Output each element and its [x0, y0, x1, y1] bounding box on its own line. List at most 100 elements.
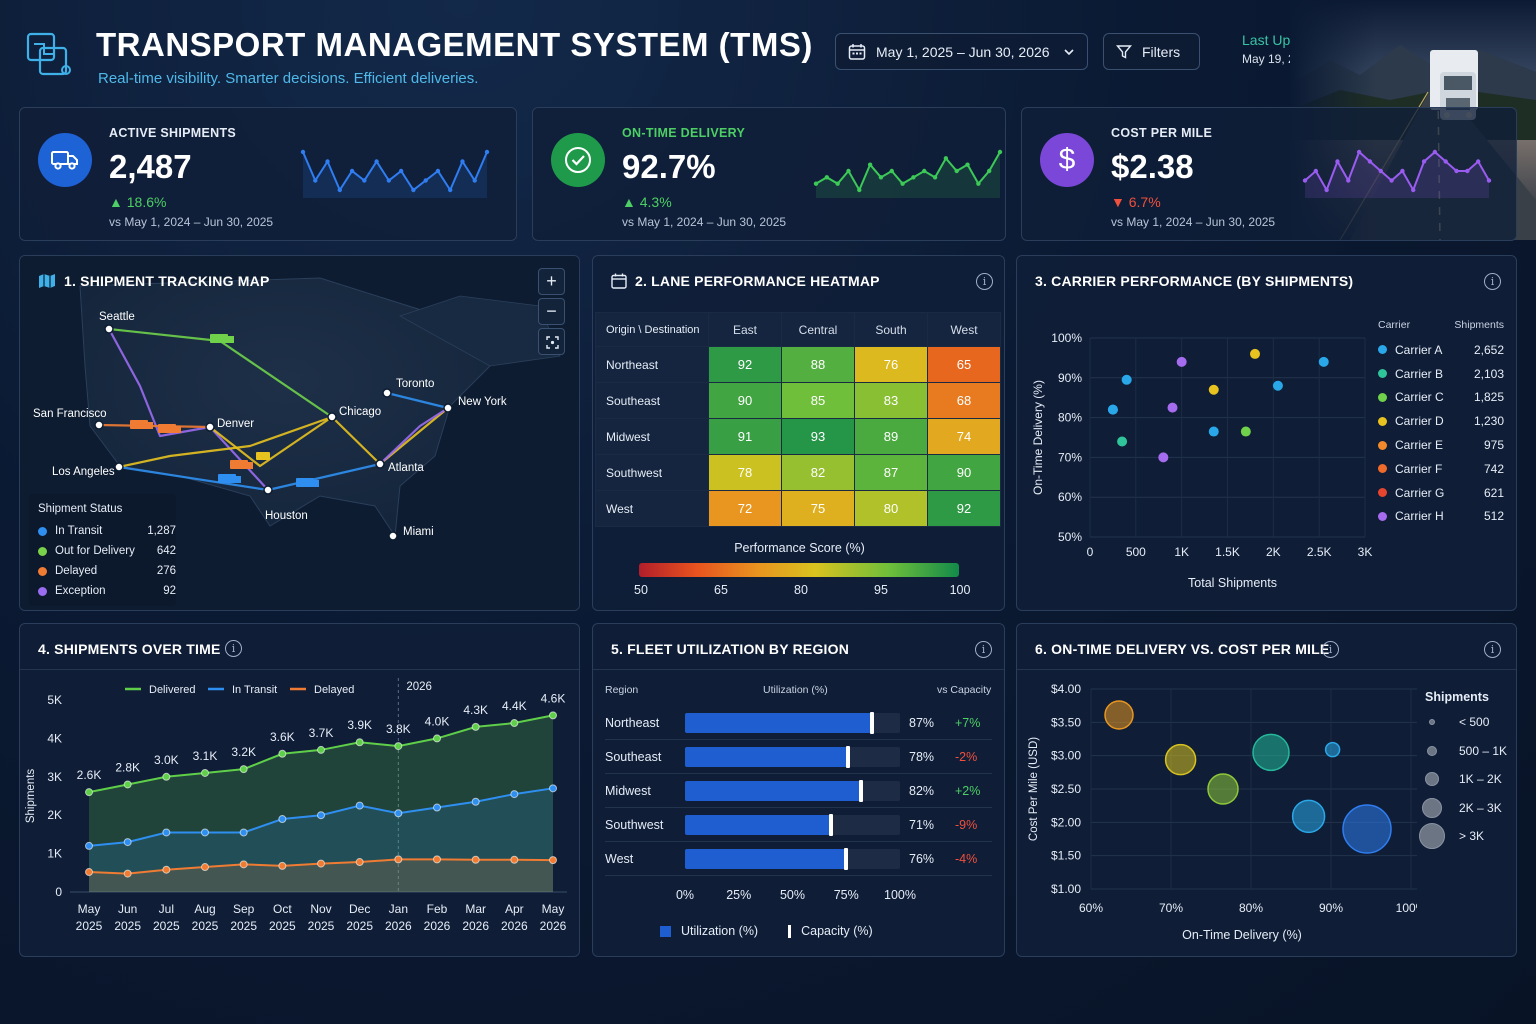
scatter-point[interactable]: [1107, 404, 1118, 415]
carrier-legend-row[interactable]: Carrier H 512: [1378, 505, 1504, 529]
heatmap-cell[interactable]: 72: [708, 490, 782, 527]
heatmap-cell[interactable]: 91: [708, 418, 782, 455]
bubble-point[interactable]: [1291, 799, 1326, 834]
scatter-point[interactable]: [1158, 452, 1169, 463]
data-point[interactable]: [433, 803, 441, 812]
info-icon[interactable]: i: [975, 641, 992, 658]
data-point[interactable]: [549, 784, 557, 793]
data-point[interactable]: [201, 863, 209, 872]
carrier-legend-row[interactable]: Carrier E 975: [1378, 433, 1504, 457]
data-point[interactable]: [85, 841, 93, 850]
scatter-point[interactable]: [1208, 384, 1219, 395]
fleet-row[interactable]: Northeast 87% +7%: [605, 706, 992, 740]
city-marker[interactable]: [327, 412, 337, 422]
carrier-legend-row[interactable]: Carrier G 621: [1378, 481, 1504, 505]
scatter-point[interactable]: [1240, 426, 1251, 437]
heatmap-cell[interactable]: 92: [708, 346, 782, 383]
shipments-area-chart[interactable]: 0 1K 2K 3K 4K 5K Shipments 2026 2.6K 2.8K 3.0K 3.1K…: [20, 670, 581, 956]
shipment-route[interactable]: [385, 391, 450, 410]
city-marker[interactable]: [104, 324, 114, 334]
city-marker[interactable]: [94, 420, 104, 430]
status-row[interactable]: Exception 92: [38, 581, 176, 601]
city-marker[interactable]: [205, 422, 215, 432]
data-point[interactable]: [549, 856, 557, 865]
heatmap-cell[interactable]: 75: [781, 490, 855, 527]
data-point[interactable]: [433, 734, 441, 743]
data-point[interactable]: [162, 865, 171, 874]
status-row[interactable]: Delayed 276: [38, 561, 176, 581]
truck-icon[interactable]: [256, 452, 270, 460]
scatter-point[interactable]: [1176, 356, 1187, 367]
truck-icon[interactable]: [218, 474, 241, 483]
data-point[interactable]: [162, 772, 171, 781]
data-point[interactable]: [355, 738, 364, 747]
heatmap-cell[interactable]: 76: [854, 346, 928, 383]
shipment-route[interactable]: [107, 327, 212, 438]
fit-view-button[interactable]: [538, 328, 565, 355]
status-row[interactable]: Out for Delivery 642: [38, 541, 176, 561]
data-point[interactable]: [471, 797, 480, 806]
data-point[interactable]: [433, 855, 441, 864]
fleet-row[interactable]: Southeast 78% -2%: [605, 740, 992, 774]
truck-icon[interactable]: [130, 420, 153, 429]
kpi-cost-per-mile[interactable]: $ COST PER MILE $2.38 ▼ 6.7% vs May 1, 2…: [1021, 107, 1517, 241]
data-point[interactable]: [394, 809, 403, 818]
data-point[interactable]: [471, 722, 480, 731]
otd-cost-bubble-chart[interactable]: $4.00 $3.50 $3.00 $2.50 $2.00 $1.50 $1.00 60% 70…: [1017, 624, 1417, 958]
scatter-point[interactable]: [1167, 402, 1178, 413]
fleet-row[interactable]: Southwest 71% -9%: [605, 808, 992, 842]
data-point[interactable]: [201, 768, 209, 777]
data-point[interactable]: [317, 859, 325, 868]
data-point[interactable]: [239, 860, 248, 869]
carrier-legend-row[interactable]: Carrier F 742: [1378, 457, 1504, 481]
heatmap-cell[interactable]: 89: [854, 418, 928, 455]
truck-icon[interactable]: [210, 334, 234, 343]
kpi-active-shipments[interactable]: ACTIVE SHIPMENTS 2,487 ▲ 18.6% vs May 1,…: [19, 107, 517, 241]
data-point[interactable]: [123, 838, 132, 847]
truck-icon[interactable]: [230, 460, 253, 469]
data-point[interactable]: [239, 828, 248, 837]
heatmap-cell[interactable]: 78: [708, 454, 782, 491]
data-point[interactable]: [317, 811, 325, 820]
bubble-point[interactable]: [1164, 743, 1197, 776]
data-point[interactable]: [317, 745, 325, 754]
carrier-legend-row[interactable]: Carrier C 1,825: [1378, 386, 1504, 410]
info-icon[interactable]: i: [1484, 641, 1501, 658]
data-point[interactable]: [278, 815, 287, 824]
status-row[interactable]: In Transit 1,287: [38, 521, 176, 541]
carrier-legend-row[interactable]: Carrier D 1,230: [1378, 409, 1504, 433]
shipment-route[interactable]: [117, 415, 334, 469]
zoom-out-button[interactable]: −: [538, 298, 565, 325]
heatmap-cell[interactable]: 65: [927, 346, 1001, 383]
heatmap-cell[interactable]: 68: [927, 382, 1001, 419]
data-point[interactable]: [278, 749, 287, 758]
scatter-point[interactable]: [1208, 426, 1219, 437]
fleet-row[interactable]: West 76% -4%: [605, 842, 992, 876]
data-point[interactable]: [162, 828, 171, 837]
data-point[interactable]: [278, 861, 287, 870]
data-point[interactable]: [510, 719, 519, 728]
zoom-in-button[interactable]: +: [538, 268, 565, 295]
carrier-legend-row[interactable]: Carrier A 2,652: [1378, 338, 1504, 362]
data-point[interactable]: [123, 780, 132, 789]
date-range-picker[interactable]: May 1, 2025 – Jun 30, 2026: [835, 33, 1088, 70]
heatmap-cell[interactable]: 90: [708, 382, 782, 419]
data-point[interactable]: [85, 868, 93, 877]
data-point[interactable]: [123, 869, 132, 878]
data-point[interactable]: [355, 801, 364, 810]
shipment-route[interactable]: [97, 423, 212, 429]
heatmap-cell[interactable]: 92: [927, 490, 1001, 527]
scatter-point[interactable]: [1272, 380, 1283, 391]
heatmap-cell[interactable]: 90: [927, 454, 1001, 491]
data-point[interactable]: [471, 855, 480, 864]
scatter-point[interactable]: [1117, 436, 1128, 447]
truck-icon[interactable]: [296, 478, 319, 487]
fleet-row[interactable]: Midwest 82% +2%: [605, 774, 992, 808]
heatmap-cell[interactable]: 85: [781, 382, 855, 419]
heatmap-cell[interactable]: 93: [781, 418, 855, 455]
scatter-point[interactable]: [1318, 356, 1329, 367]
info-icon[interactable]: i: [1484, 273, 1501, 290]
bubble-point[interactable]: [1252, 733, 1290, 772]
data-point[interactable]: [394, 742, 403, 751]
data-point[interactable]: [85, 788, 93, 797]
